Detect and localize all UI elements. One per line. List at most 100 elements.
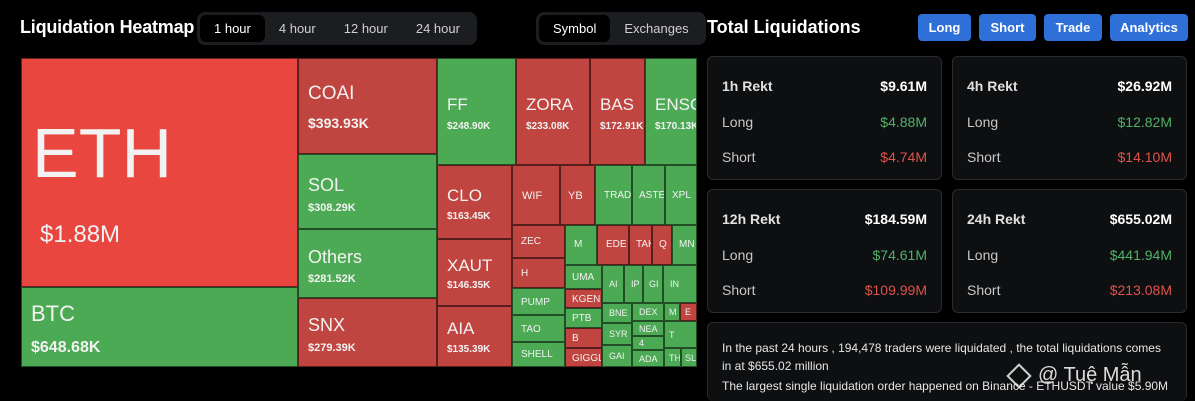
heatmap-cell-mn[interactable]: MN — [672, 225, 697, 265]
heatmap-cell-others[interactable]: Others $281.52K — [298, 229, 437, 298]
heatmap-cell-xaut[interactable]: XAUT $146.35K — [437, 239, 512, 306]
long-value: $441.94M — [1109, 247, 1172, 263]
heatmap-cell-aia[interactable]: AIA $135.39K — [437, 306, 512, 367]
heatmap-cell-t[interactable]: T — [664, 321, 697, 348]
long-label: Long — [722, 247, 754, 263]
cell-symbol: Q — [659, 239, 667, 250]
tab-12-hour[interactable]: 12 hour — [343, 21, 388, 36]
heatmap-cell-tao[interactable]: TAO — [512, 315, 565, 342]
heatmap-cell-b[interactable]: B — [565, 328, 602, 348]
heatmap-cell-th[interactable]: TH — [664, 348, 681, 367]
heatmap-cell-enso[interactable]: ENSO $170.13K — [645, 58, 697, 165]
heatmap-cell-tak[interactable]: TAK — [629, 225, 652, 265]
heatmap-cell-ip[interactable]: IP — [624, 265, 643, 303]
heatmap-cell-bas[interactable]: BAS $172.91K — [590, 58, 645, 165]
cell-symbol: ADA — [639, 354, 658, 364]
heatmap-cell-zora[interactable]: ZORA $233.08K — [516, 58, 590, 165]
tab-4-hour[interactable]: 4 hour — [278, 21, 316, 36]
short-value: $109.99M — [864, 282, 927, 298]
heatmap-cell-ff[interactable]: FF $248.90K — [437, 58, 516, 165]
heatmap-cell-in[interactable]: IN — [663, 265, 697, 303]
cell-value: $279.39K — [308, 342, 356, 354]
cell-symbol: TAK — [636, 239, 651, 250]
cell-symbol: AI — [609, 279, 618, 289]
heatmap-cell-xpl[interactable]: XPL — [665, 165, 697, 225]
long-button[interactable]: Long — [918, 14, 971, 41]
heatmap-cell-trad[interactable]: TRAD — [595, 165, 632, 225]
cell-symbol: MN — [679, 239, 695, 250]
heatmap-cell-ede[interactable]: EDE — [597, 225, 629, 265]
heatmap-cell-kgen[interactable]: KGEN — [565, 289, 602, 308]
heatmap-cell-gi[interactable]: GI — [643, 265, 663, 303]
cell-symbol: SL — [685, 353, 697, 363]
heatmap-cell-q[interactable]: Q — [652, 225, 672, 265]
cell-symbol: TRAD — [604, 190, 632, 201]
cell-symbol: BNE — [609, 308, 628, 318]
heatmap-cell-sl[interactable]: SL — [681, 348, 697, 367]
cell-symbol: YB — [568, 190, 583, 202]
heatmap-cell-clo[interactable]: CLO $163.45K — [437, 165, 512, 239]
heatmap-cell-giggl[interactable]: GIGGL — [565, 348, 602, 367]
heatmap-cell-h[interactable]: H — [512, 258, 565, 288]
heatmap-cell-ai[interactable]: AI — [602, 265, 624, 303]
stat-label: 4h Rekt — [967, 78, 1018, 94]
tab-24-hour[interactable]: 24 hour — [415, 21, 460, 36]
heatmap-cell-nea[interactable]: NEA — [632, 321, 664, 336]
heatmap-cell-4[interactable]: 4 — [632, 336, 664, 350]
short-label: Short — [722, 282, 756, 298]
heatmap-cell-e[interactable]: E — [680, 303, 697, 321]
stat-total: $9.61M — [880, 78, 927, 94]
cell-symbol: DEX — [639, 307, 658, 317]
heatmap-cell-coai[interactable]: COAI $393.93K — [298, 58, 437, 154]
heatmap-cell-sol[interactable]: SOL $308.29K — [298, 154, 437, 229]
tab-1-hour[interactable]: 1 hour — [200, 15, 265, 42]
cell-symbol: M — [669, 307, 677, 317]
heatmap-cell-snx[interactable]: SNX $279.39K — [298, 298, 437, 367]
tab-exchanges[interactable]: Exchanges — [624, 21, 689, 36]
heatmap-cell-gai[interactable]: GAI — [602, 345, 632, 367]
heatmap-cell-eth[interactable]: ETH $1.88M — [21, 58, 298, 287]
stat-label: 24h Rekt — [967, 211, 1026, 227]
heatmap-cell-syr[interactable]: SYR — [602, 323, 632, 345]
heatmap-cell-m2[interactable]: M — [664, 303, 680, 321]
heatmap-cell-pump[interactable]: PUMP — [512, 288, 565, 315]
heatmap-cell-m[interactable]: M — [565, 225, 597, 265]
trade-button[interactable]: Trade — [1044, 14, 1102, 41]
heatmap-cell-yb[interactable]: YB — [560, 165, 595, 225]
long-label: Long — [722, 114, 754, 130]
cell-symbol: BAS — [600, 95, 635, 114]
heatmap-cell-bne[interactable]: BNE — [602, 303, 632, 323]
cell-symbol: SHELL — [521, 349, 553, 360]
heatmap-cell-wif[interactable]: WIF — [512, 165, 560, 225]
cell-symbol: COAI — [308, 83, 355, 104]
heatmap-cell-uma[interactable]: UMA — [565, 265, 602, 289]
stat-label: 1h Rekt — [722, 78, 773, 94]
summary-line-1: In the past 24 hours , 194,478 traders w… — [722, 341, 1161, 373]
cell-value: $172.91K — [600, 121, 644, 132]
cell-symbol: SYR — [609, 329, 628, 339]
cell-symbol: 4 — [639, 338, 645, 348]
heatmap-cell-dex[interactable]: DEX — [632, 303, 664, 321]
total-liquidations-title: Total Liquidations — [707, 17, 861, 37]
heatmap-cell-shell[interactable]: SHELL — [512, 342, 565, 367]
summary-line-2: The largest single liquidation order hap… — [722, 379, 1169, 393]
analytics-button[interactable]: Analytics — [1110, 14, 1188, 41]
heatmap-cell-ada[interactable]: ADA — [632, 350, 664, 367]
tab-symbol[interactable]: Symbol — [539, 15, 611, 42]
cell-symbol: PTB — [572, 313, 592, 324]
stat-label: 12h Rekt — [722, 211, 781, 227]
cell-symbol: B — [572, 333, 579, 344]
heatmap-cell-zec[interactable]: ZEC — [512, 225, 565, 258]
view-tabs: Symbol Exchanges — [536, 12, 706, 45]
heatmap-cell-aste[interactable]: ASTE — [632, 165, 665, 225]
long-value: $74.61M — [872, 247, 927, 263]
heatmap-cell-btc[interactable]: BTC $648.68K — [21, 287, 298, 367]
cell-value: $163.45K — [447, 211, 491, 222]
stat-card-1h: 1h Rekt $9.61M Long $4.88M Short $4.74M — [707, 56, 942, 180]
watermark-text: @ Tuệ Mẫn — [1038, 364, 1142, 386]
heatmap-cell-ptb[interactable]: PTB — [565, 308, 602, 328]
cell-symbol: GI — [649, 279, 659, 289]
cell-symbol: XPL — [672, 190, 691, 201]
short-button[interactable]: Short — [979, 14, 1036, 41]
cell-value: $146.35K — [447, 280, 491, 291]
